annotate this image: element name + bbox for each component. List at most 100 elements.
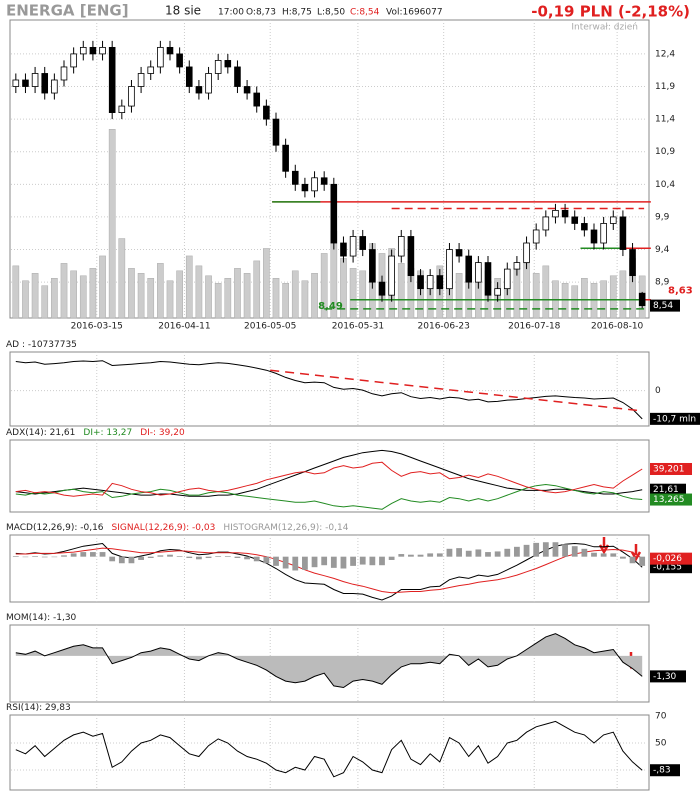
histogram-bar (485, 552, 491, 557)
close: C:8,54 (350, 8, 380, 18)
series-name: MACD(12,26,9): -0,16 (6, 523, 104, 533)
histogram-bar (186, 556, 193, 558)
candle-body (166, 46, 174, 55)
histogram-bar (369, 556, 376, 566)
candle-body (552, 210, 559, 218)
candle-body (446, 249, 453, 290)
histogram-bar (542, 542, 549, 557)
histogram-bar (99, 552, 106, 557)
candle-body (494, 288, 501, 296)
candle-body (330, 183, 338, 244)
histogram-bar (523, 544, 530, 557)
volume-bar (214, 282, 222, 319)
volume-bar (157, 263, 164, 319)
volume-bar (513, 268, 521, 319)
volume-bar (397, 263, 405, 319)
candle-body (263, 105, 270, 120)
histogram-bar (417, 554, 424, 557)
candle-body (224, 60, 232, 68)
histogram-bar (350, 556, 356, 566)
histogram-bar (398, 554, 405, 557)
x-tick-label: 2016-06-23 (418, 322, 470, 332)
candle-body (407, 236, 415, 277)
histogram-bar (118, 556, 125, 564)
candle-body (291, 170, 299, 185)
candle-body (311, 177, 318, 192)
volume-bar (89, 268, 97, 319)
series-line (15, 483, 643, 510)
candle-body (417, 275, 424, 290)
last-value: 21,61 (653, 485, 679, 495)
histogram-bar (581, 548, 588, 557)
candle-body (272, 118, 280, 146)
panel-header: AD : -10737735 (6, 340, 77, 350)
trend-line (270, 369, 643, 412)
histogram-bar (552, 542, 559, 557)
candle-body (388, 255, 395, 296)
candle-body (195, 86, 203, 94)
histogram-bar (504, 548, 511, 557)
histogram-bar (263, 556, 270, 564)
candle-body (465, 255, 473, 283)
histogram-bar (282, 556, 289, 569)
series-name: DI-: 39,20 (140, 428, 185, 438)
histogram-bar (12, 556, 19, 557)
y-tick-label: 0 (655, 386, 661, 396)
last-price: 8,54 (653, 301, 673, 311)
panel-header: RSI(14): 29,83 (6, 703, 71, 713)
y-tick-label: 11,4 (655, 115, 675, 125)
low: L:8,50 (317, 8, 345, 18)
volume-bar (253, 260, 261, 319)
candle-body (157, 46, 164, 68)
panel-frame (9, 714, 650, 791)
series-name: DI+: 13,27 (83, 428, 132, 438)
volume-bar (118, 238, 126, 319)
candle-body (629, 249, 636, 277)
volume-bar (166, 280, 174, 319)
volume-bar (128, 268, 135, 319)
candle-body (89, 46, 97, 55)
histogram-bar (147, 556, 154, 558)
histogram-bar (600, 553, 607, 557)
volume-bar (185, 255, 193, 319)
y-tick-label: 50 (655, 738, 667, 748)
volume-bar (291, 270, 299, 319)
histogram-bar (494, 551, 501, 557)
y-tick-label: 12,4 (655, 49, 675, 59)
volume-bar (108, 129, 116, 319)
histogram-bar (80, 552, 87, 557)
volume-bar (311, 273, 318, 319)
candle-body (542, 216, 550, 231)
panel-frame (9, 19, 650, 319)
volume-bar (263, 248, 270, 319)
volume-bar (609, 275, 617, 319)
volume-bar (41, 285, 49, 319)
volume-bar (224, 278, 232, 319)
panel-frame (9, 439, 650, 513)
histogram-bar (234, 556, 241, 558)
candle-body (243, 86, 251, 94)
last-value-box (650, 412, 700, 425)
x-tick-label: 2016-05-05 (244, 322, 296, 332)
volume-bar (272, 278, 280, 319)
last-value: -0,155 (653, 563, 682, 573)
histogram-bar (321, 556, 328, 566)
candle-body (70, 53, 77, 68)
x-tick-label: 2016-03-15 (71, 322, 123, 332)
histogram-bar (311, 556, 318, 568)
candle-body (436, 275, 444, 290)
panel-frame (9, 534, 650, 603)
histogram-bar (70, 553, 77, 557)
volume: Vol:1696077 (386, 8, 443, 18)
volume-bar (205, 275, 212, 319)
series-line (15, 720, 643, 778)
candle-body (12, 79, 20, 87)
last-value-box (650, 462, 692, 475)
histogram-bar (273, 556, 279, 566)
change: -0,19 PLN (-2,18%) (531, 3, 690, 21)
histogram-bar (61, 555, 67, 557)
candle-body (185, 66, 193, 87)
x-tick-label: 2016-08-10 (591, 322, 644, 332)
volume-bar (31, 273, 39, 319)
histogram-bar (340, 556, 347, 569)
